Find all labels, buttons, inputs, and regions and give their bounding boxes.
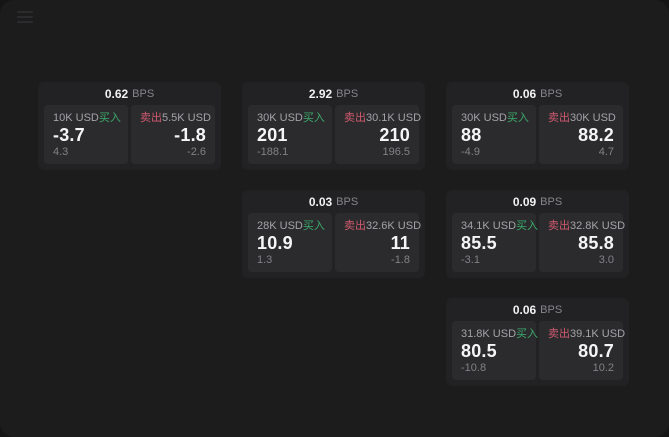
bps-value: 0.06 [512,302,537,317]
sell-price: -1.8 [174,124,206,145]
card-body: 34.1K USD 买入 85.5 -3.1 卖出 32.8K USD 85.8… [446,213,629,278]
sell-delta: 3.0 [598,254,614,266]
buy-amount: 10K USD [53,112,99,124]
card-header: 0.06 BPS [446,82,629,105]
quote-card[interactable]: 0.03 BPS 28K USD 买入 10.9 1.3 卖出 32.6K US… [242,190,425,278]
sell-price: 88.2 [578,124,614,145]
menu-icon[interactable] [17,11,33,23]
bps-value: 0.06 [512,86,537,101]
sell-label: 卖出 [548,112,570,124]
card-body: 10K USD 买入 -3.7 4.3 卖出 5.5K USD -1.8 -2.… [38,105,221,170]
quote-card[interactable]: 2.92 BPS 30K USD 买入 201 -188.1 卖出 30.1K … [242,82,425,170]
sell-label: 卖出 [548,328,570,340]
bps-value: 2.92 [308,86,333,101]
buy-amount: 28K USD [257,220,303,232]
buy-label: 买入 [302,112,325,124]
buy-panel[interactable]: 30K USD 买入 201 -188.1 [248,105,332,164]
buy-panel[interactable]: 10K USD 买入 -3.7 4.3 [44,105,128,164]
buy-delta: -10.8 [461,362,487,374]
buy-amount: 34.1K USD [461,220,517,232]
card-body: 30K USD 买入 201 -188.1 卖出 30.1K USD 210 1… [242,105,425,170]
sell-delta: -1.8 [391,254,410,266]
quote-card[interactable]: 0.62 BPS 10K USD 买入 -3.7 4.3 卖出 5.5K USD [38,82,221,170]
sell-label: 卖出 [344,112,366,124]
bps-value: 0.09 [512,194,537,209]
sell-panel[interactable]: 卖出 39.1K USD 80.7 10.2 [539,321,626,380]
sell-label: 卖出 [140,112,162,124]
sell-delta: 196.5 [382,146,410,158]
sell-price: 11 [390,232,410,253]
bps-unit-label: BPS [336,195,359,208]
bps-unit-label: BPS [540,87,563,100]
buy-amount: 30K USD [461,112,507,124]
quote-card-grid: 0.62 BPS 10K USD 买入 -3.7 4.3 卖出 5.5K USD [38,82,629,386]
card-body: 30K USD 买入 88 -4.9 卖出 30K USD 88.2 4.7 [446,105,629,170]
card-header: 0.62 BPS [38,82,221,105]
buy-price: -3.7 [53,124,85,145]
sell-price: 210 [379,124,410,145]
sell-panel[interactable]: 卖出 30K USD 88.2 4.7 [539,105,623,164]
buy-price: 88 [461,124,482,145]
card-body: 31.8K USD 买入 80.5 -10.8 卖出 39.1K USD 80.… [446,321,629,386]
quote-card[interactable]: 0.06 BPS 30K USD 买入 88 -4.9 卖出 30K USD [446,82,629,170]
bps-unit-label: BPS [132,87,155,100]
sell-label: 卖出 [344,220,366,232]
quote-card[interactable]: 0.06 BPS 31.8K USD 买入 80.5 -10.8 卖出 39.1… [446,298,629,386]
buy-price: 10.9 [257,232,293,253]
sell-amount: 39.1K USD [570,328,626,340]
buy-label: 买入 [302,220,325,232]
sell-panel[interactable]: 卖出 5.5K USD -1.8 -2.6 [131,105,215,164]
buy-delta: 4.3 [53,146,69,158]
card-body: 28K USD 买入 10.9 1.3 卖出 32.6K USD 11 -1.8 [242,213,425,278]
card-header: 0.03 BPS [242,190,425,213]
bps-unit-label: BPS [336,87,359,100]
buy-delta: -188.1 [257,146,289,158]
sell-amount: 5.5K USD [162,112,211,124]
sell-amount: 30K USD [570,112,616,124]
sell-delta: 4.7 [598,146,614,158]
buy-delta: -3.1 [461,254,480,266]
sell-amount: 30.1K USD [366,112,422,124]
buy-label: 买入 [516,328,539,340]
buy-price: 201 [257,124,288,145]
buy-panel[interactable]: 34.1K USD 买入 85.5 -3.1 [452,213,539,272]
bps-unit-label: BPS [540,195,563,208]
buy-amount: 31.8K USD [461,328,517,340]
buy-delta: 1.3 [257,254,273,266]
buy-panel[interactable]: 31.8K USD 买入 80.5 -10.8 [452,321,539,380]
sell-panel[interactable]: 卖出 32.8K USD 85.8 3.0 [539,213,626,272]
sell-label: 卖出 [548,220,570,232]
buy-panel[interactable]: 30K USD 买入 88 -4.9 [452,105,536,164]
buy-label: 买入 [506,112,529,124]
card-header: 2.92 BPS [242,82,425,105]
buy-delta: -4.9 [461,146,480,158]
bps-value: 0.62 [104,86,129,101]
sell-panel[interactable]: 卖出 32.6K USD 11 -1.8 [335,213,422,272]
buy-amount: 30K USD [257,112,303,124]
sell-panel[interactable]: 卖出 30.1K USD 210 196.5 [335,105,422,164]
buy-label: 买入 [516,220,539,232]
buy-price: 80.5 [461,340,497,361]
sell-delta: -2.6 [187,146,206,158]
sell-price: 85.8 [578,232,614,253]
sell-amount: 32.6K USD [366,220,422,232]
sell-delta: 10.2 [592,362,614,374]
bps-value: 0.03 [308,194,333,209]
buy-panel[interactable]: 28K USD 买入 10.9 1.3 [248,213,332,272]
sell-price: 80.7 [578,340,614,361]
bps-unit-label: BPS [540,303,563,316]
card-header: 0.06 BPS [446,298,629,321]
buy-price: 85.5 [461,232,497,253]
quote-card[interactable]: 0.09 BPS 34.1K USD 买入 85.5 -3.1 卖出 32.8K… [446,190,629,278]
buy-label: 买入 [98,112,121,124]
sell-amount: 32.8K USD [570,220,626,232]
card-header: 0.09 BPS [446,190,629,213]
